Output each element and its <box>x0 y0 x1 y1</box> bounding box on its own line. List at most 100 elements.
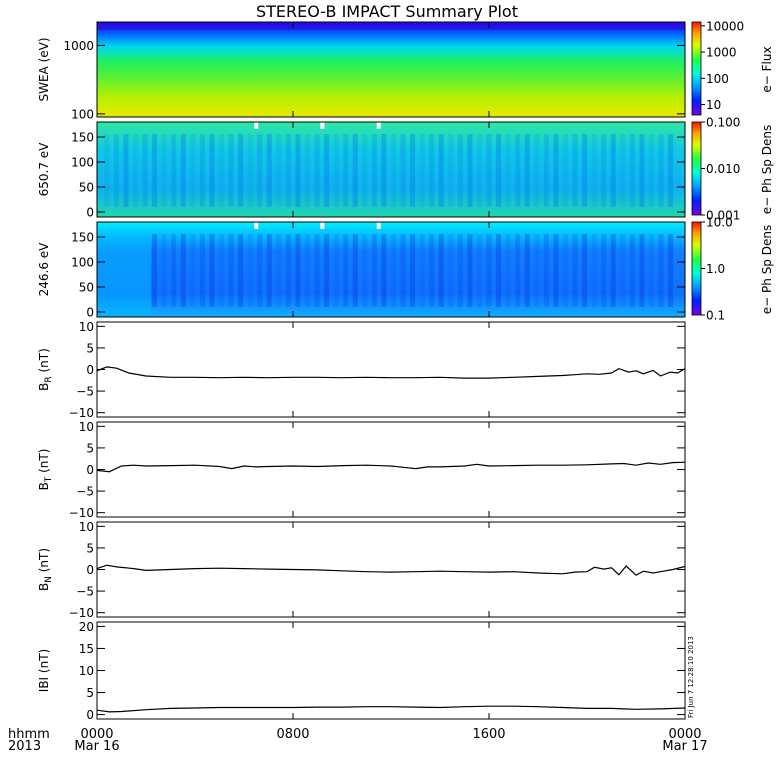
heatmap-streak <box>601 134 607 207</box>
heatmap-streak <box>410 134 416 207</box>
panel-4: 10 5 0 −5 −10 BR (nT) <box>37 320 686 420</box>
heatmap-streak <box>276 134 282 207</box>
heatmap-streak <box>582 134 588 207</box>
heatmap-streak <box>524 234 530 307</box>
heatmap-streak <box>343 134 349 207</box>
heatmap-image <box>97 22 685 117</box>
heatmap-streak <box>295 134 301 207</box>
heatmap-streak <box>381 134 387 207</box>
heatmap-streak <box>429 134 435 207</box>
heatmap-streak <box>104 134 110 207</box>
y-tick-label: 0 <box>86 363 94 377</box>
y-tick-label: 15 <box>79 642 94 656</box>
y-tick-label: 10 <box>79 420 94 434</box>
heatmap-streak <box>257 234 263 307</box>
heatmap-streak <box>448 134 454 207</box>
series-line <box>96 705 686 713</box>
heatmap-streak <box>190 234 196 307</box>
heatmap-streak <box>180 234 186 307</box>
y-tick-label: 0 <box>86 463 94 477</box>
y-axis-label: IBI (nT) <box>37 649 51 692</box>
heatmap-streak <box>486 134 492 207</box>
colorbar-label: e− Flux <box>760 46 774 92</box>
y-tick-label: 5 <box>86 686 94 700</box>
heatmap-streak <box>161 234 167 307</box>
y-tick-label: −5 <box>76 485 94 499</box>
heatmap-streak <box>266 234 272 307</box>
heatmap-streak <box>610 134 616 207</box>
heatmap-streak <box>219 134 225 207</box>
heatmap-streak <box>457 234 463 307</box>
y-tick-label: 10 <box>79 520 94 534</box>
colorbar-gradient <box>691 221 702 316</box>
series-line <box>96 564 686 576</box>
y-tick-label: 5 <box>86 341 94 355</box>
colorbar: 0.100 0.010 0.001 e− Ph Sp Dens <box>691 116 774 223</box>
y-axis-label: 650.7 eV <box>37 142 51 197</box>
y-tick-label: −10 <box>69 606 94 620</box>
y-tick-label: 50 <box>79 281 94 295</box>
colorbar-tick-label: 100 <box>706 72 729 86</box>
heatmap-streak <box>534 234 540 307</box>
series-line <box>96 366 686 379</box>
colorbar-tick-label: 0.100 <box>706 116 740 130</box>
panel-3: 0 50 100 150 246.6 eV 10.0 1.0 0.1 e− Ph Sp Dens <box>37 216 774 323</box>
colorbar-tick-label: 0.010 <box>706 162 740 176</box>
heatmap-streak <box>352 134 358 207</box>
heatmap-top-band <box>97 22 685 30</box>
heatmap-streak <box>553 134 559 207</box>
heatmap-streak <box>123 134 129 207</box>
heatmap-streak <box>438 134 444 207</box>
heatmap-streak <box>199 234 205 307</box>
colorbar-tick-label: 10.0 <box>706 216 733 230</box>
heatmap-streak <box>333 134 339 207</box>
heatmap-streak <box>180 134 186 207</box>
colorbar-label: e− Ph Sp Dens <box>760 125 774 214</box>
time-tick-label: 0000 <box>80 727 113 742</box>
heatmap-streak <box>219 234 225 307</box>
heatmap-streak <box>505 234 511 307</box>
y-tick-label: 5 <box>86 541 94 555</box>
heatmap-streak <box>190 134 196 207</box>
heatmap-streak <box>620 234 626 307</box>
data-gap <box>254 122 259 129</box>
y-axis-label: SWEA (eV) <box>37 37 51 101</box>
heatmap-streak <box>658 234 664 307</box>
heatmap-streak <box>314 234 320 307</box>
y-tick-label: 10 <box>79 664 94 678</box>
heatmap-streak <box>381 234 387 307</box>
heatmap-streak <box>629 234 635 307</box>
y-tick-label: 150 <box>71 231 94 245</box>
y-tick-label: 1000 <box>63 39 94 53</box>
heatmap-streak <box>629 134 635 207</box>
heatmap-streak <box>362 234 368 307</box>
heatmap-streak <box>152 234 158 307</box>
heatmap-streak <box>228 134 234 207</box>
panel-7: 20 15 10 5 0 IBI (nT) <box>37 620 686 722</box>
y-tick-label: 100 <box>71 156 94 170</box>
heatmap-streak <box>610 234 616 307</box>
heatmap-streak <box>314 134 320 207</box>
heatmap-streak <box>209 134 215 207</box>
colorbar-tick-label: 1000 <box>706 46 737 60</box>
time-tick-date: Mar 17 <box>662 739 707 754</box>
heatmap-streak <box>438 234 444 307</box>
heatmap-streak <box>391 234 396 307</box>
heatmap-streak <box>572 134 578 207</box>
heatmap-patch <box>97 234 151 315</box>
y-tick-label: 20 <box>79 620 94 634</box>
heatmap-streak <box>582 234 588 307</box>
data-gap <box>320 222 325 229</box>
panel-frame <box>96 321 686 418</box>
heatmap-streak <box>152 134 158 207</box>
heatmap-streak <box>171 234 177 307</box>
colorbar-tick-label: 1.0 <box>706 262 725 276</box>
heatmap-streak <box>161 134 167 207</box>
heatmap-streak <box>534 134 540 207</box>
heatmap-streak <box>505 134 511 207</box>
heatmap-streak <box>352 234 358 307</box>
heatmap-streak <box>419 234 425 307</box>
heatmap-streak <box>199 134 205 207</box>
